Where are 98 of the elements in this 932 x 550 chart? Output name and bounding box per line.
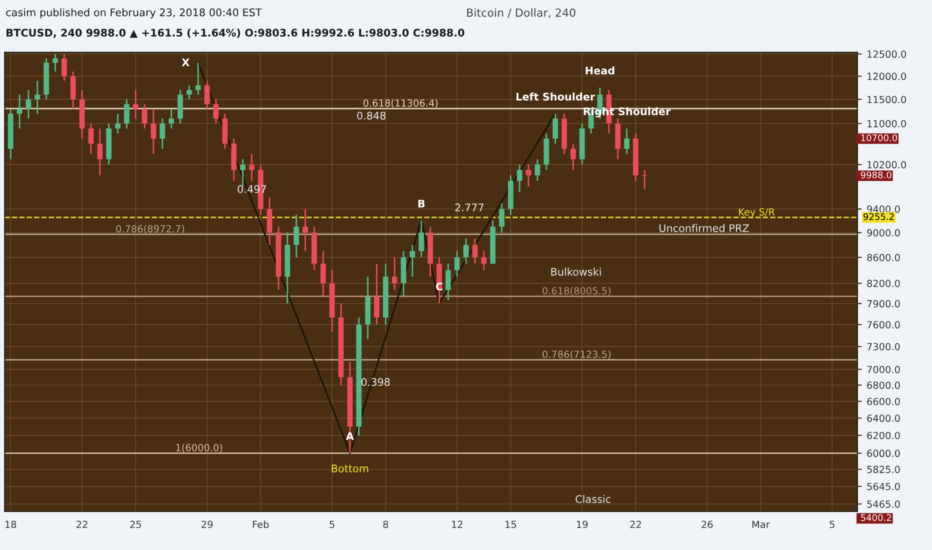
y-tick-label: 6200.0: [867, 432, 900, 440]
candlestick: [552, 113, 558, 144]
candlestick: [160, 118, 166, 150]
annotation: B: [418, 200, 425, 208]
candlestick: [88, 122, 94, 155]
y-tick-label: 12500.0: [868, 50, 906, 58]
candlestick: [624, 128, 630, 155]
annotation: X: [182, 58, 190, 66]
x-tick-label: 15: [506, 520, 516, 528]
y-tick-label: 7600.0: [867, 321, 900, 328]
candlestick: [249, 153, 254, 182]
y-tick-label: 11000.0: [868, 120, 906, 128]
text: casim published on February 23, 2018 00:40 EST: [6, 8, 262, 18]
candlestick: [204, 80, 210, 110]
candlestick: [178, 89, 183, 124]
candlestick: [186, 84, 192, 100]
y-tick-label: 6800.0: [867, 382, 900, 389]
x-tick-label: 26: [702, 520, 713, 528]
text: 9988.0: [860, 172, 892, 178]
ref-line-label: 1(6000.0): [176, 444, 222, 452]
candlestick: [392, 256, 398, 291]
y-tick-label: 10200.0: [868, 161, 906, 168]
x-tick-label: 22: [630, 520, 641, 528]
candlestick: [34, 80, 40, 114]
candlestick: [499, 202, 504, 234]
candlestick: [302, 208, 308, 252]
y-tick-label: 7900.0: [867, 300, 900, 308]
candlestick: [150, 108, 156, 155]
text: BTCUSD, 240 9988.0 ▲ +161.5 (+1.64%) O:9803.6 H:9992.6 L:9803.0 C:9988.0: [6, 28, 464, 38]
candlestick: [374, 263, 380, 326]
y-tick-label: 9000.0: [867, 229, 900, 236]
candlestick: [26, 89, 32, 120]
candlestick: [320, 250, 326, 298]
candlestick: [124, 98, 130, 130]
y-tick-label: 8600.0: [867, 254, 900, 262]
x-tick-label: 25: [130, 520, 141, 528]
candlestick: [516, 164, 522, 193]
text: 10700.0: [861, 134, 898, 142]
candlestick: [195, 62, 201, 96]
candlestick: [445, 263, 451, 301]
y-tick-label: 5465.0: [867, 500, 900, 508]
x-tick-label: 5: [830, 520, 834, 528]
annotation: Bulkowski: [551, 268, 601, 276]
x-tick-label: 8: [383, 520, 388, 528]
ref-line-label: 0.618(11306.4): [363, 99, 438, 108]
annotation: Unconfirmed PRZ: [659, 224, 749, 232]
y-tick-label: 6000.0: [867, 450, 900, 458]
ref-line-label: 0.786(8972.7): [116, 224, 184, 234]
candlestick: [213, 98, 219, 124]
y-tick-label: 9400.0: [867, 205, 900, 213]
candlestick: [115, 113, 120, 134]
annotation: 0.848: [357, 112, 386, 120]
y-tick-label: 8200.0: [867, 280, 900, 288]
x-tick-label: 22: [76, 520, 88, 528]
x-tick-label: Mar: [752, 520, 770, 528]
candlestick: [454, 250, 460, 278]
candlestick: [70, 70, 76, 110]
annotation: Left Shoulder: [516, 92, 596, 101]
x-tick-label: 19: [576, 520, 588, 528]
x-tick-label: 12: [452, 520, 462, 528]
candlestick: [168, 108, 174, 130]
y-tick-label: 5825.0: [867, 466, 900, 474]
candlestick: [266, 196, 272, 246]
ref-line-label: 0.786(7123.5): [542, 350, 611, 360]
candlestick: [97, 128, 103, 176]
ref-line-label: 0.618(8005.5): [542, 286, 611, 296]
candlestick: [62, 53, 67, 82]
annotation: Bottom: [332, 464, 368, 472]
y-tick-label: 6400.0: [867, 414, 900, 422]
candlestick: [132, 89, 138, 120]
candlestick: [410, 244, 416, 278]
y-tick-label: 6600.0: [867, 398, 900, 406]
y-tick-label: 7300.0: [867, 343, 900, 350]
y-tick-label: 5645.0: [867, 482, 900, 490]
y-tick-label: 12000.0: [868, 72, 906, 80]
candlestick: [463, 238, 469, 264]
text: 5400.2: [861, 514, 891, 522]
x-tick-label: 5: [330, 520, 334, 528]
candlestick: [294, 214, 300, 258]
candlestick: [570, 142, 576, 171]
annotation: 2.777: [455, 204, 484, 212]
y-tick-label: 11500.0: [868, 96, 906, 104]
candlestick: [481, 250, 487, 271]
candlestick: [52, 53, 58, 72]
annotation: Classic: [576, 494, 610, 504]
chart-title: Bitcoin / Dollar, 240: [467, 8, 576, 18]
x-tick-label: Feb: [252, 520, 269, 528]
candlestick: [472, 238, 478, 264]
annotation: 9255.2: [864, 213, 894, 220]
candlestick: [526, 164, 532, 188]
annotation: Head: [586, 66, 614, 75]
x-tick-label: 18: [5, 520, 16, 528]
candlestick: [142, 103, 148, 130]
y-tick-label: 7000.0: [867, 366, 900, 374]
ref-line-label: Key S/R: [739, 208, 775, 218]
candlestick: [418, 220, 424, 258]
candlestick: [534, 158, 540, 182]
x-tick-label: 29: [202, 520, 213, 528]
